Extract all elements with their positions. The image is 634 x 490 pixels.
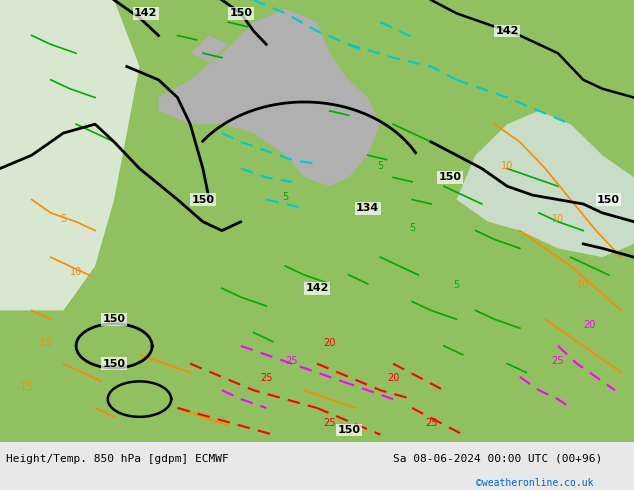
Text: 142: 142 [496, 26, 519, 36]
Text: 150: 150 [597, 195, 620, 204]
Text: 25: 25 [260, 373, 273, 383]
Polygon shape [330, 124, 361, 151]
FancyBboxPatch shape [0, 442, 634, 490]
Text: 10: 10 [552, 214, 564, 224]
Text: 150: 150 [191, 195, 214, 204]
Text: 25: 25 [323, 417, 336, 428]
FancyBboxPatch shape [0, 0, 634, 443]
Text: 5: 5 [60, 214, 67, 224]
Text: 150: 150 [439, 172, 462, 182]
Text: Height/Temp. 850 hPa [gdpm] ECMWF: Height/Temp. 850 hPa [gdpm] ECMWF [6, 454, 229, 464]
Text: 10: 10 [501, 161, 514, 171]
Polygon shape [241, 62, 279, 89]
Text: -15: -15 [17, 382, 34, 392]
Polygon shape [456, 111, 634, 257]
Polygon shape [190, 35, 228, 62]
Text: 20: 20 [323, 338, 336, 348]
Text: 150: 150 [103, 359, 126, 368]
Text: 142: 142 [306, 283, 328, 293]
Text: Sa 08-06-2024 00:00 UTC (00+96): Sa 08-06-2024 00:00 UTC (00+96) [393, 454, 602, 464]
Text: 25: 25 [552, 356, 564, 366]
Text: 150: 150 [103, 314, 126, 324]
Text: 5: 5 [453, 280, 460, 290]
Polygon shape [158, 9, 380, 186]
Text: 10: 10 [577, 280, 590, 290]
Text: 134: 134 [356, 203, 379, 214]
Text: 20: 20 [387, 373, 399, 383]
Text: 20: 20 [583, 320, 596, 330]
Text: -15: -15 [36, 338, 53, 348]
Text: 5: 5 [377, 161, 384, 171]
Text: 150: 150 [337, 425, 360, 435]
Text: 25: 25 [425, 417, 437, 428]
Text: ©weatheronline.co.uk: ©weatheronline.co.uk [476, 478, 593, 488]
Text: 142: 142 [134, 8, 157, 18]
Text: 150: 150 [230, 8, 252, 18]
Text: 5: 5 [409, 222, 415, 233]
Text: 25: 25 [285, 356, 298, 366]
Text: 10: 10 [70, 267, 82, 277]
Text: 5: 5 [282, 192, 288, 201]
Polygon shape [0, 0, 139, 311]
Polygon shape [266, 115, 298, 142]
